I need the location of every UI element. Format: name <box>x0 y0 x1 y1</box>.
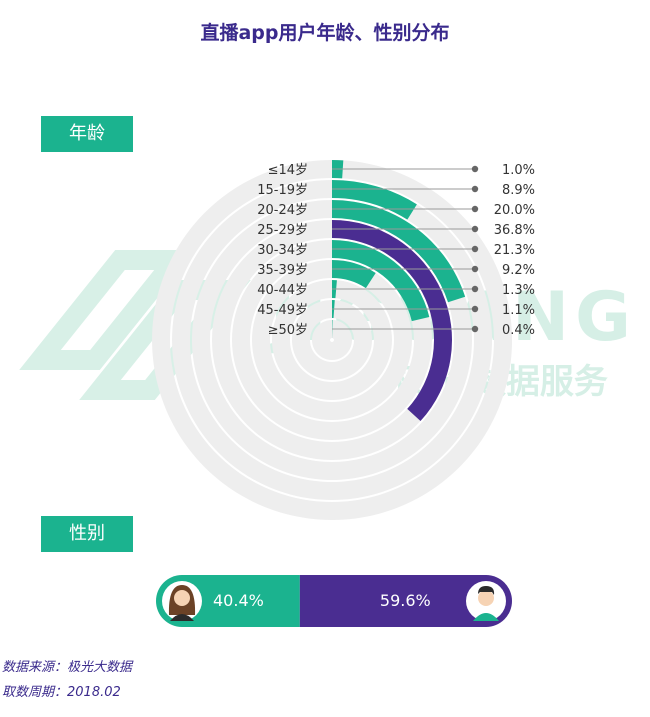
male-percentage: 59.6% <box>379 591 431 610</box>
age-section-tag: 年龄 <box>41 116 133 152</box>
age-category-label: 40-44岁 <box>257 283 308 298</box>
track-ring <box>271 280 392 400</box>
leader-dot <box>471 305 479 313</box>
leader-dot <box>471 265 479 273</box>
gender-bar <box>156 575 512 627</box>
male-avatar-icon <box>466 581 506 621</box>
age-value-label: 1.1% <box>502 303 535 318</box>
age-value-label: 36.8% <box>494 223 535 238</box>
track-ring <box>291 300 372 380</box>
leader-dot <box>471 185 479 193</box>
data-source: 数据来源：极光大数据 <box>2 660 133 675</box>
age-value-label: 0.4% <box>502 323 535 338</box>
age-category-label: 20-24岁 <box>257 203 308 218</box>
leader-dot <box>471 245 479 253</box>
age-arc-2 <box>332 200 466 303</box>
age-arc-1 <box>332 180 417 220</box>
age-arc-5 <box>332 260 376 289</box>
age-category-label: 45-49岁 <box>257 303 308 318</box>
leader-dot <box>471 165 479 173</box>
female-avatar-icon <box>162 581 202 621</box>
data-period: 取数周期：2018.02 <box>2 685 121 700</box>
age-category-label: 30-34岁 <box>257 243 308 258</box>
age-value-label: 1.3% <box>502 283 535 298</box>
chart-title: 直播app用户年龄、性别分布 <box>200 22 450 44</box>
leader-dot <box>471 225 479 233</box>
age-category-label: 15-19岁 <box>257 183 308 198</box>
age-value-label: 8.9% <box>502 183 535 198</box>
age-category-label: 35-39岁 <box>257 263 308 278</box>
age-value-label: 20.0% <box>494 203 535 218</box>
leader-dot <box>471 205 479 213</box>
age-category-label: ≤14岁 <box>268 163 308 178</box>
age-value-label: 21.3% <box>494 243 535 258</box>
leader-dot <box>471 325 479 333</box>
age-value-label: 1.0% <box>502 163 535 178</box>
age-value-label: 9.2% <box>502 263 535 278</box>
age-arc-4 <box>332 240 430 322</box>
gender-section-tag: 性别 <box>41 516 133 552</box>
track-ring <box>311 320 352 360</box>
leader-dot <box>471 285 479 293</box>
age-arc-3 <box>332 220 453 422</box>
age-category-label: 25-29岁 <box>257 223 308 238</box>
female-percentage: 40.4% <box>213 591 264 610</box>
age-category-label: ≥50岁 <box>268 323 308 338</box>
